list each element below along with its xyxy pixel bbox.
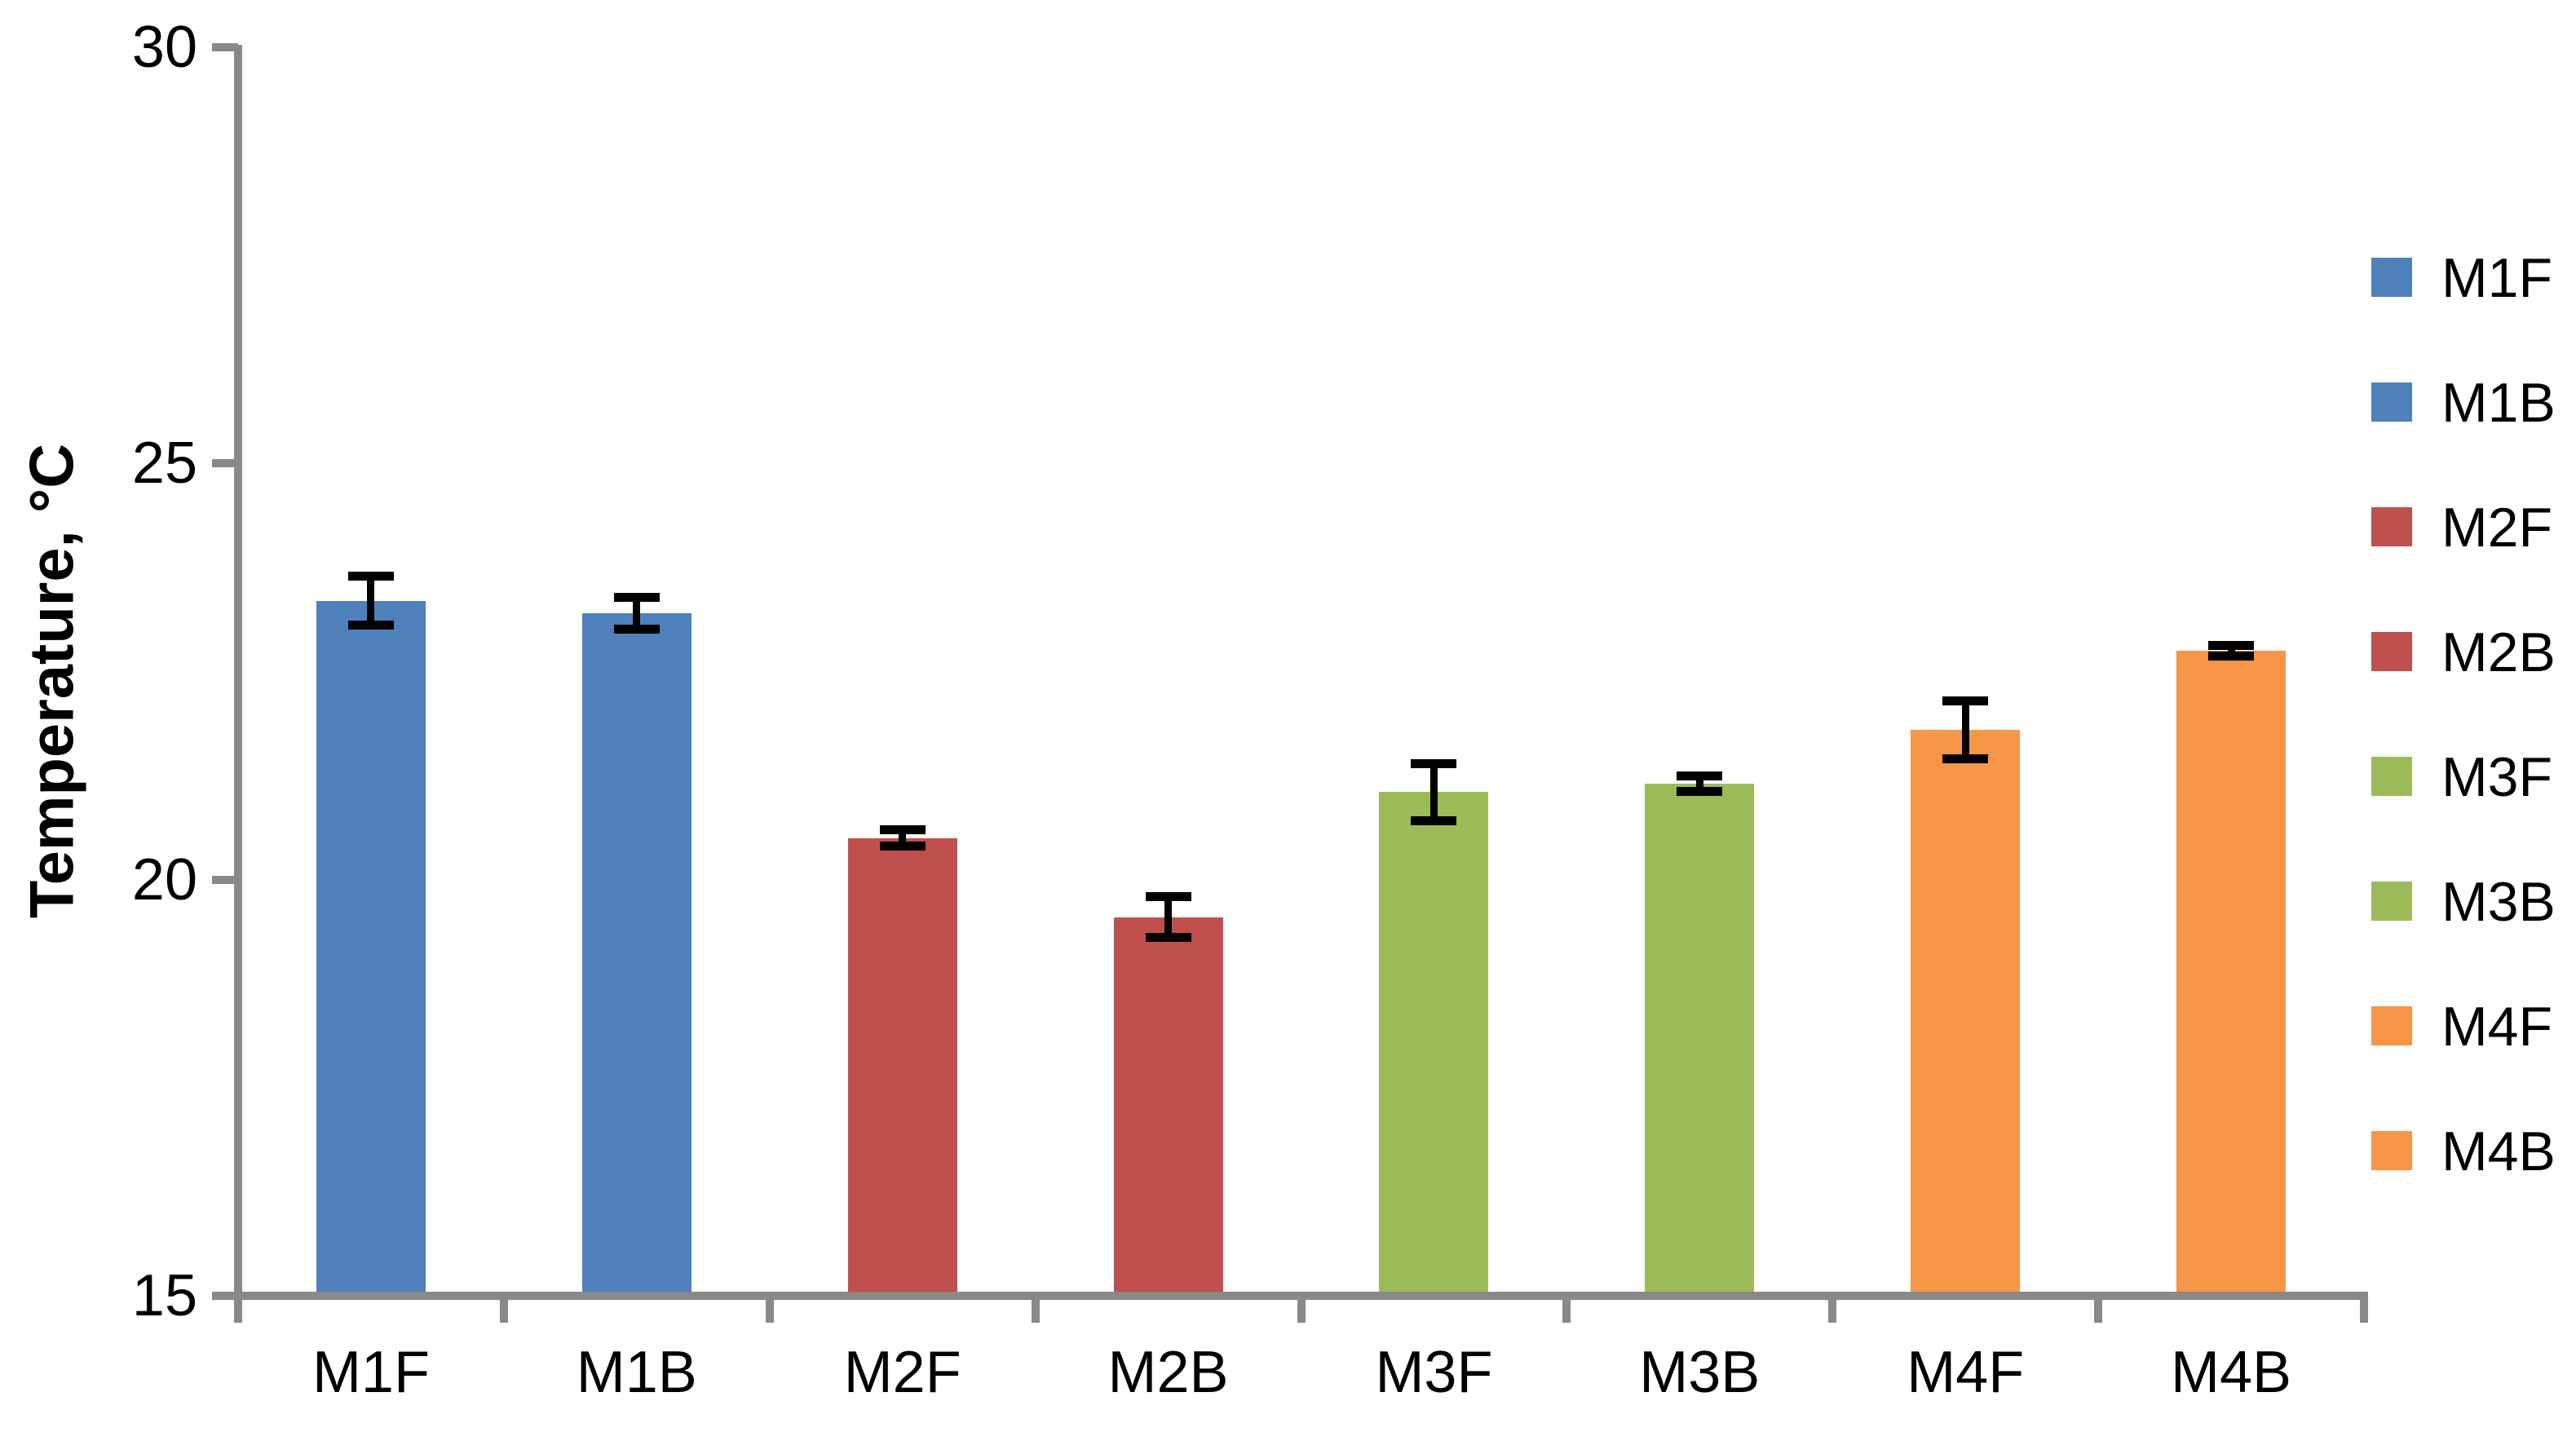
legend-item-M3B: M3B (2371, 873, 2575, 930)
error-bar-bottom-cap-M3B (1677, 787, 1723, 797)
bar-M3B (1645, 784, 1755, 1296)
legend-item-M3F: M3F (2371, 749, 2575, 806)
x-tick-label-M3F: M3F (1375, 1340, 1493, 1405)
error-bar-top-cap-M1B (613, 592, 660, 602)
legend-swatch-M1B (2371, 382, 2412, 422)
legend-label-M2F: M2F (2441, 497, 2552, 559)
legend-swatch-M1F (2371, 258, 2412, 297)
x-boundary-tick-5 (1562, 1300, 1571, 1323)
error-bar-top-cap-M1F (347, 572, 394, 581)
y-tick-15 (212, 1292, 238, 1300)
x-tick-label-M4F: M4F (1907, 1340, 2025, 1405)
error-bar-line-M3F (1429, 762, 1438, 822)
legend-label-M3F: M3F (2441, 746, 2552, 808)
bar-M4F (1911, 729, 2021, 1296)
y-axis-line (234, 45, 242, 1323)
x-tick-label-M2F: M2F (843, 1340, 961, 1405)
y-tick-label-15: 15 (131, 1263, 197, 1328)
error-bar-top-cap-M3B (1677, 771, 1723, 781)
legend-item-M4B: M4B (2371, 1123, 2575, 1180)
error-bar-bottom-cap-M1B (613, 625, 660, 634)
error-bar-line-M4F (1961, 701, 1969, 759)
x-tick-label-M3B: M3B (1639, 1340, 1761, 1405)
legend-swatch-M3B (2371, 882, 2412, 921)
x-boundary-tick-2 (765, 1300, 774, 1323)
y-tick-label-25: 25 (131, 431, 197, 497)
x-tick-label-M2B: M2B (1107, 1340, 1229, 1405)
bar-M1B (581, 613, 691, 1296)
legend-swatch-M3F (2371, 757, 2412, 796)
y-tick-25 (212, 459, 238, 468)
error-bar-line-M2F (899, 829, 907, 846)
legend-label-M2B: M2B (2441, 621, 2556, 683)
error-bar-bottom-cap-M4F (1942, 754, 1989, 763)
legend-item-M1F: M1F (2371, 250, 2575, 307)
bar-M2F (847, 838, 957, 1296)
bar-M4B (2176, 650, 2287, 1296)
x-tick-label-M4B: M4B (2171, 1340, 2292, 1405)
legend-swatch-M4B (2371, 1131, 2412, 1170)
legend-label-M4F: M4F (2441, 996, 2552, 1058)
error-bar-top-cap-M4F (1942, 696, 1989, 706)
x-boundary-tick-3 (1031, 1300, 1040, 1323)
legend-label-M1F: M1F (2441, 247, 2552, 309)
y-tick-label-30: 30 (131, 15, 197, 80)
y-tick-20 (212, 875, 238, 884)
legend-item-M2B: M2B (2371, 624, 2575, 681)
x-boundary-tick-8 (2360, 1300, 2368, 1323)
error-bar-line-M2B (1164, 896, 1173, 939)
legend-item-M1B: M1B (2371, 374, 2575, 431)
bar-M2B (1113, 917, 1223, 1296)
legend-swatch-M2B (2371, 632, 2412, 671)
x-boundary-tick-1 (499, 1300, 508, 1323)
legend-swatch-M2F (2371, 507, 2412, 546)
y-tick-label-20: 20 (131, 846, 197, 913)
legend-label-M1B: M1B (2441, 372, 2556, 434)
error-bar-top-cap-M2F (879, 825, 926, 835)
x-boundary-tick-4 (1297, 1300, 1306, 1323)
bar-M1F (316, 600, 426, 1296)
error-bar-bottom-cap-M2B (1145, 933, 1191, 943)
error-bar-line-M1B (633, 596, 641, 630)
error-bar-line-M4B (2227, 644, 2235, 657)
error-bar-line-M3B (1695, 776, 1703, 793)
error-bar-top-cap-M3F (1411, 758, 1457, 768)
error-bar-line-M1F (367, 576, 375, 626)
x-axis-line (234, 1292, 2368, 1300)
legend-label-M3B: M3B (2441, 871, 2556, 933)
legend-item-M4F: M4F (2371, 998, 2575, 1055)
bar-M3F (1379, 792, 1489, 1296)
x-boundary-tick-7 (2094, 1300, 2103, 1323)
legend-item-M2F: M2F (2371, 499, 2575, 556)
error-bar-bottom-cap-M1F (347, 621, 394, 630)
x-tick-label-M1F: M1F (312, 1340, 430, 1405)
error-bar-top-cap-M4B (2208, 640, 2255, 650)
error-bar-bottom-cap-M2F (879, 841, 926, 851)
error-bar-top-cap-M2B (1145, 892, 1191, 902)
y-tick-30 (212, 43, 238, 51)
legend-label-M4B: M4B (2441, 1120, 2556, 1182)
legend-swatch-M4F (2371, 1006, 2412, 1045)
error-bar-bottom-cap-M3F (1411, 816, 1457, 826)
error-bar-bottom-cap-M4B (2208, 652, 2255, 661)
x-tick-label-M1B: M1B (576, 1340, 697, 1405)
x-boundary-tick-6 (1828, 1300, 1837, 1323)
